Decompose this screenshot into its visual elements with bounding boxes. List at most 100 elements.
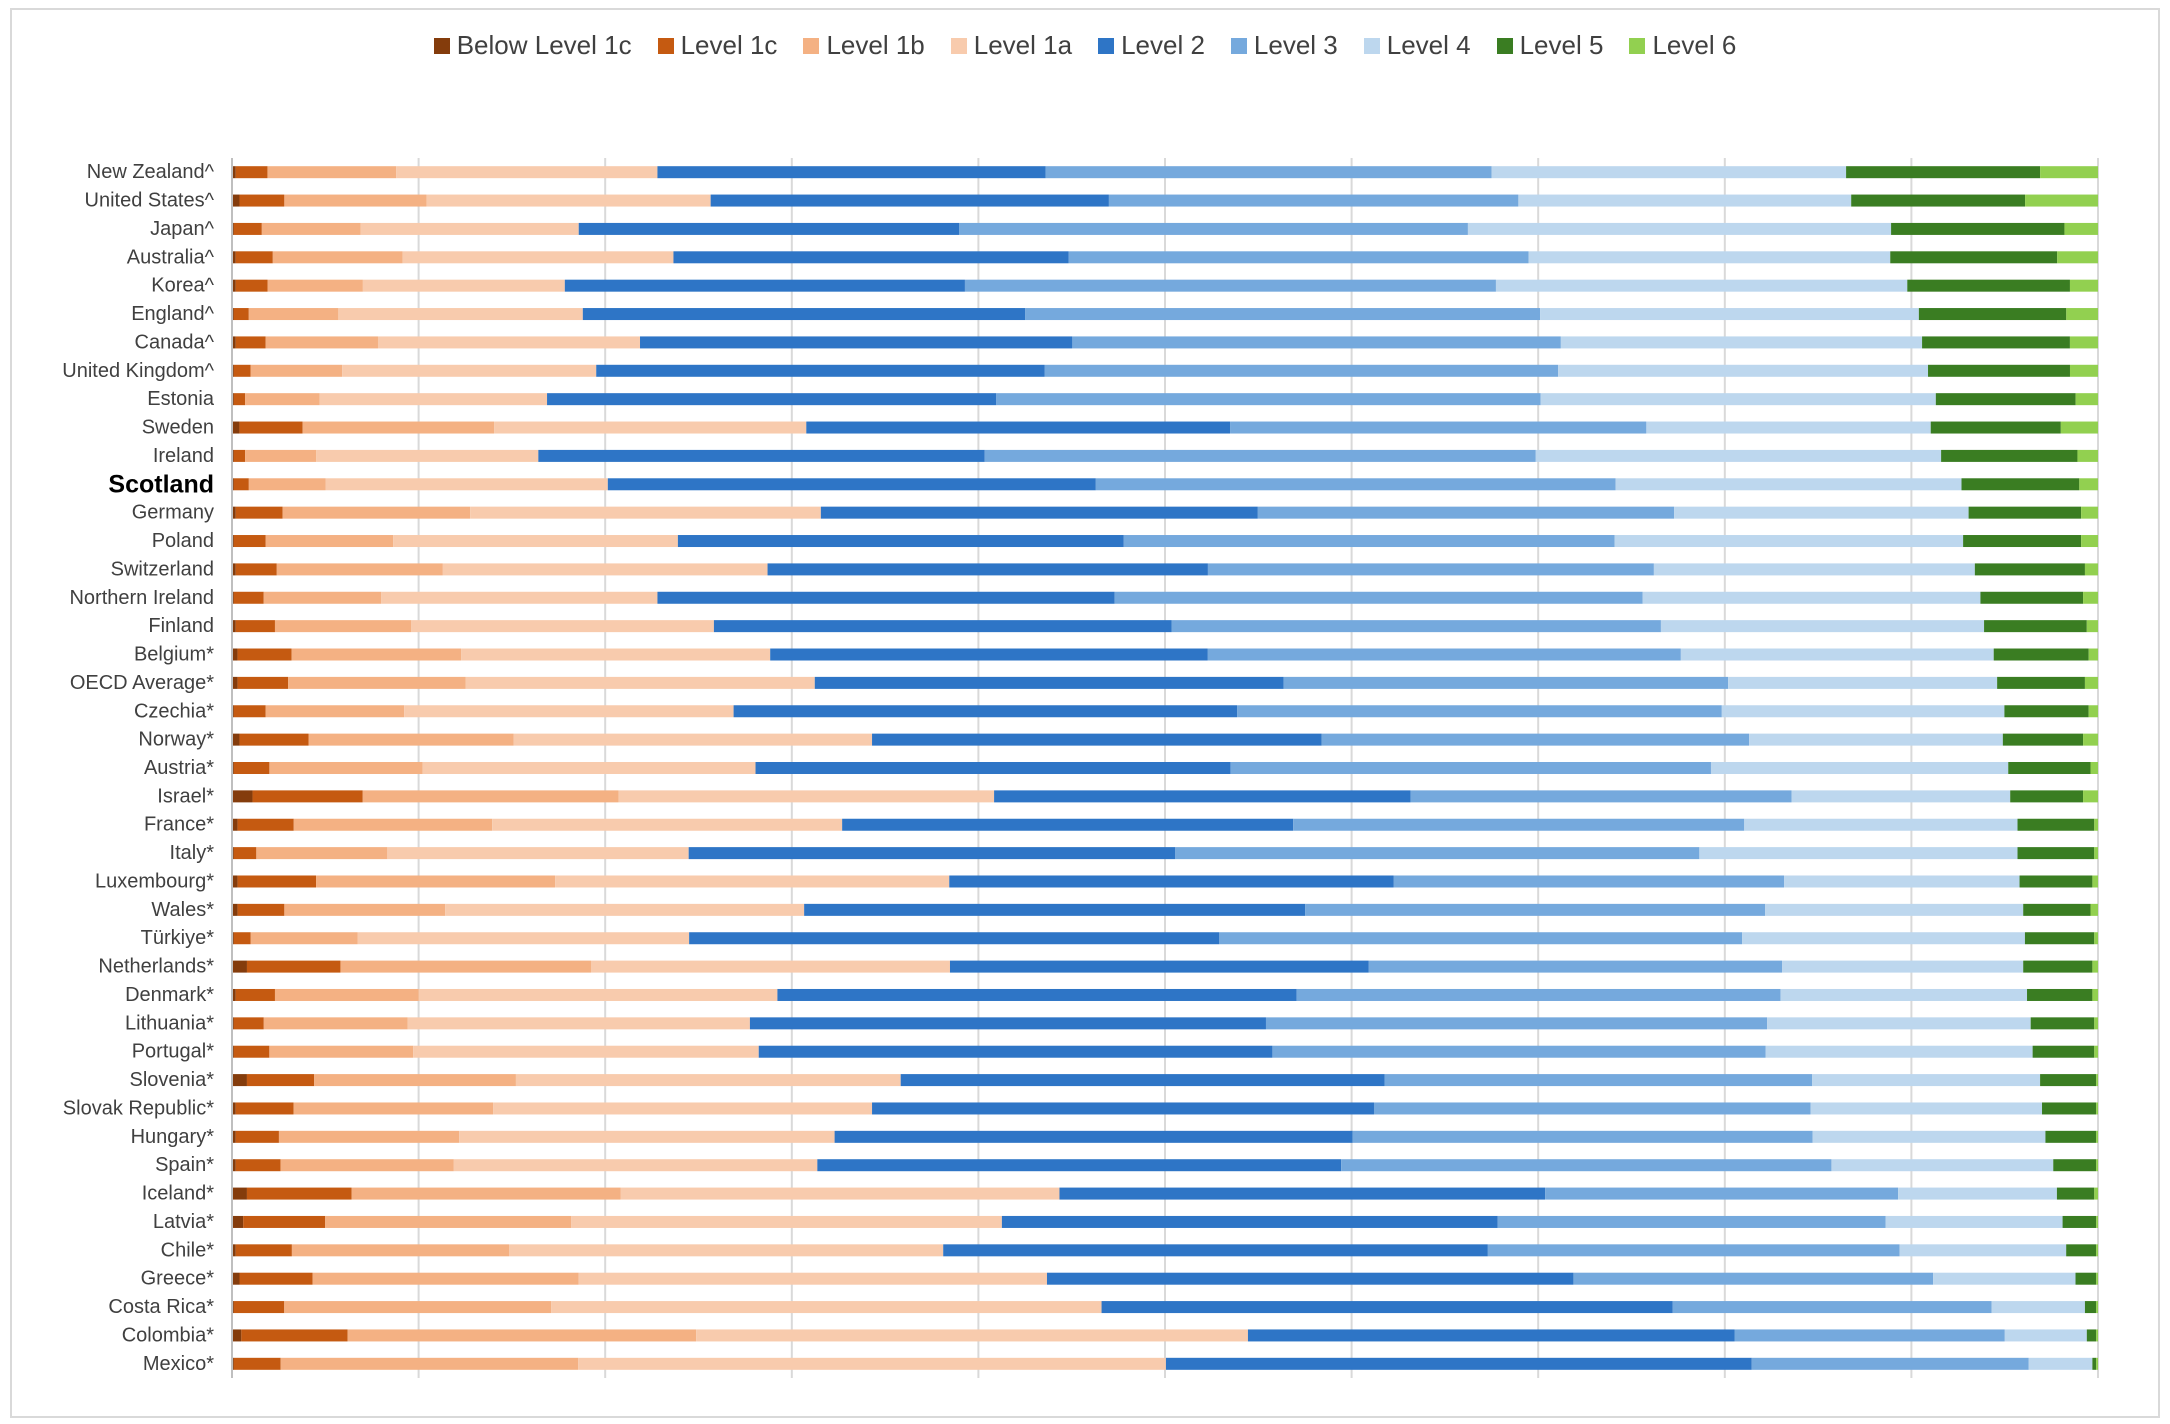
bar-segment [233,1045,270,1058]
bar-segment [422,762,756,774]
bar-segment [1782,960,2024,973]
bar-segment [2045,1130,2097,1143]
bar-segment [1230,421,1647,434]
bar-segment [232,648,238,661]
bar-segment [1898,1187,2057,1200]
legend-swatch [433,37,450,54]
category-label: Estonia [147,388,215,410]
bar-segment [689,932,1220,945]
category-label: Lithuania* [125,1012,214,1034]
bar-segment [733,705,1238,718]
legend-item: Level 3 [1230,30,1338,61]
bar-segment [900,1074,1385,1087]
bar-segment [749,1017,1266,1030]
category-label: Greece* [141,1268,215,1290]
category-label: Ireland [153,445,214,467]
bar-segment [1293,818,1745,831]
legend-swatch [950,37,967,54]
bar-segment [1765,1045,2033,1058]
bar-segment [2094,1017,2098,1030]
bar-segment [2017,818,2095,831]
bar-segment [2002,733,2084,746]
bar-segment [407,1017,750,1030]
bar-segment [1653,563,1975,576]
legend-swatch [1629,37,1646,54]
bar-segment [2096,1102,2098,1115]
bar-segment [239,733,309,746]
legend-label: Level 1b [826,30,925,60]
bar-segment [1615,478,1962,491]
bar-segment [1352,1130,1813,1143]
bar-segment [1791,790,2011,803]
bar-segment [2030,1017,2095,1030]
bar-segment [1108,194,1519,207]
legend-item: Level 4 [1363,30,1471,61]
bar-segment [1341,1159,1832,1172]
bar-segment [325,478,608,491]
bar-segment [777,988,1297,1001]
bar-segment [994,790,1411,803]
bar-segment [1935,393,2076,406]
bar-segment [232,620,236,633]
bar-segment [959,222,1468,235]
bar-segment [235,1159,281,1172]
bar-segment [1535,449,1942,462]
bar-segment [245,393,320,406]
bar-segment [820,506,1258,519]
bar-segment [246,1074,315,1087]
bar-segment [2040,166,2098,179]
bar-segment [265,535,394,548]
category-label: Sweden [142,417,214,439]
legend-swatch [1496,37,1513,54]
bar-segment [245,449,317,462]
bar-segment [338,308,583,321]
bar-segment [465,676,815,689]
bar-segment [1765,903,2024,916]
bar-segment [252,790,363,803]
bar-segment [232,1102,236,1115]
bar-segment [302,421,495,434]
legend-swatch [657,37,674,54]
bar-segment [2025,194,2098,207]
bar-segment [1171,620,1661,633]
bar-segment [547,393,997,406]
bar-segment [362,790,619,803]
bar-segment [1831,1159,2054,1172]
bar-segment [248,478,326,491]
bar-segment [1321,733,1750,746]
bar-segment [1001,1215,1498,1228]
bar-segment [1890,251,2058,264]
bar-segment [2069,364,2098,377]
bar-segment [265,705,405,718]
category-label: Iceland* [142,1183,214,1205]
bar-segment [1072,336,1561,349]
bar-segment [2090,762,2098,774]
bar-segment [949,960,1369,973]
bar-segment [1257,506,1675,519]
bar-segment [232,279,236,292]
bar-segment [274,988,419,1001]
bar-segment [1044,364,1559,377]
bar-segment [713,620,1172,633]
bar-segment [1907,279,2070,292]
bar-segment [1068,251,1529,264]
bar-segment [232,1187,247,1200]
category-label: Japan^ [150,218,214,240]
bar-segment [2094,1187,2098,1200]
bar-segment [2094,932,2098,945]
bar-segment [2042,1102,2097,1115]
category-label: OECD Average* [70,672,214,694]
bar-segment [1933,1272,2076,1285]
bar-segment [578,222,960,235]
category-label: Belgium* [134,644,214,666]
bar-segment [233,393,246,406]
bar-segment [1518,194,1852,207]
bar-segment [2008,762,2091,774]
bar-segment [2017,847,2095,860]
bar-segment [657,166,1046,179]
bar-segment [555,875,950,888]
bar-segment [347,1329,697,1342]
bar-segment [1219,932,1743,945]
bar-segment [235,1102,294,1115]
category-label: Korea^ [151,275,214,297]
